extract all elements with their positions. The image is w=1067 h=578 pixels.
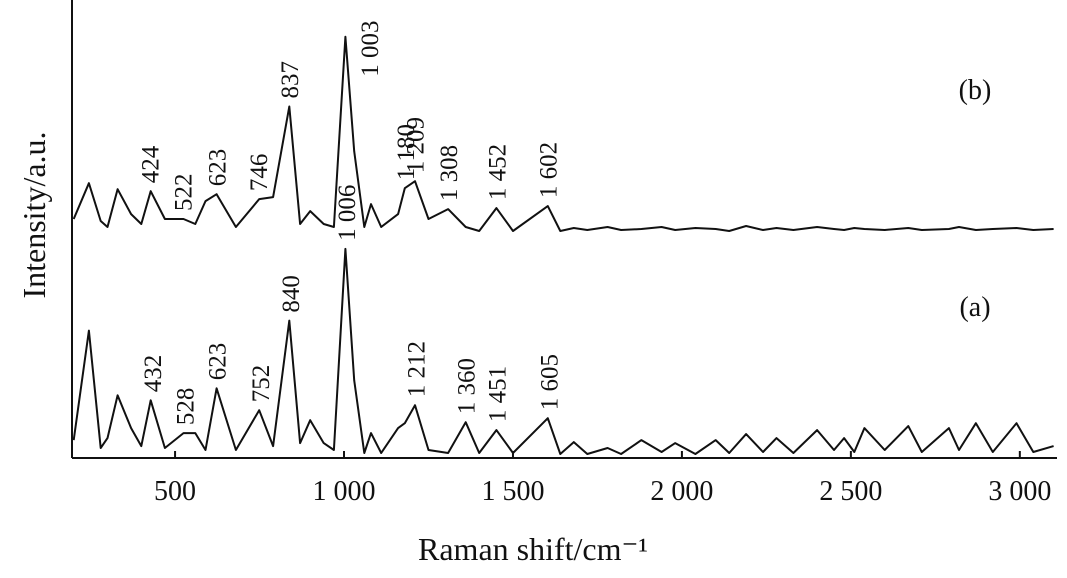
peak-label: 1 006	[334, 185, 361, 241]
x-tick-label: 3 000	[988, 476, 1051, 507]
x-tick-label: 2 000	[650, 476, 713, 507]
x-tick-label: 2 500	[819, 476, 882, 507]
x-tick-label: 1 000	[313, 476, 376, 507]
spectrum-line	[72, 247, 1054, 455]
peak-label: 1 452	[485, 144, 512, 200]
peak-label: 1 602	[535, 142, 562, 198]
peak-label: 424	[137, 145, 164, 183]
peak-label: 432	[140, 355, 167, 393]
peak-label: 623	[205, 149, 232, 187]
peak-label: 1 451	[484, 366, 511, 422]
peak-label: 1 308	[436, 145, 463, 201]
peak-label: 1 180	[393, 124, 420, 180]
x-tick-label: 1 500	[481, 476, 544, 507]
x-axis-title: Raman shift/cm⁻¹	[418, 531, 648, 567]
peak-label: 528	[173, 388, 200, 426]
peak-label: 522	[171, 174, 198, 212]
peak-label: 1 360	[454, 358, 481, 414]
y-axis-title: Intensity/a.u.	[16, 131, 52, 298]
legend-label: (a)	[959, 292, 990, 323]
spectrum-line	[72, 35, 1054, 232]
peak-label: 837	[277, 61, 304, 99]
x-tick-label: 500	[154, 476, 196, 507]
peak-label: 1 209	[403, 117, 430, 173]
peak-label: 840	[278, 275, 305, 313]
peak-label: 752	[248, 365, 275, 403]
legend-label: (b)	[959, 75, 992, 106]
peak-label: 1 212	[404, 341, 431, 397]
peak-label: 746	[246, 154, 273, 192]
peak-label: 623	[205, 343, 232, 381]
peak-label: 1 003	[357, 21, 384, 77]
peak-label: 1 605	[536, 354, 563, 410]
